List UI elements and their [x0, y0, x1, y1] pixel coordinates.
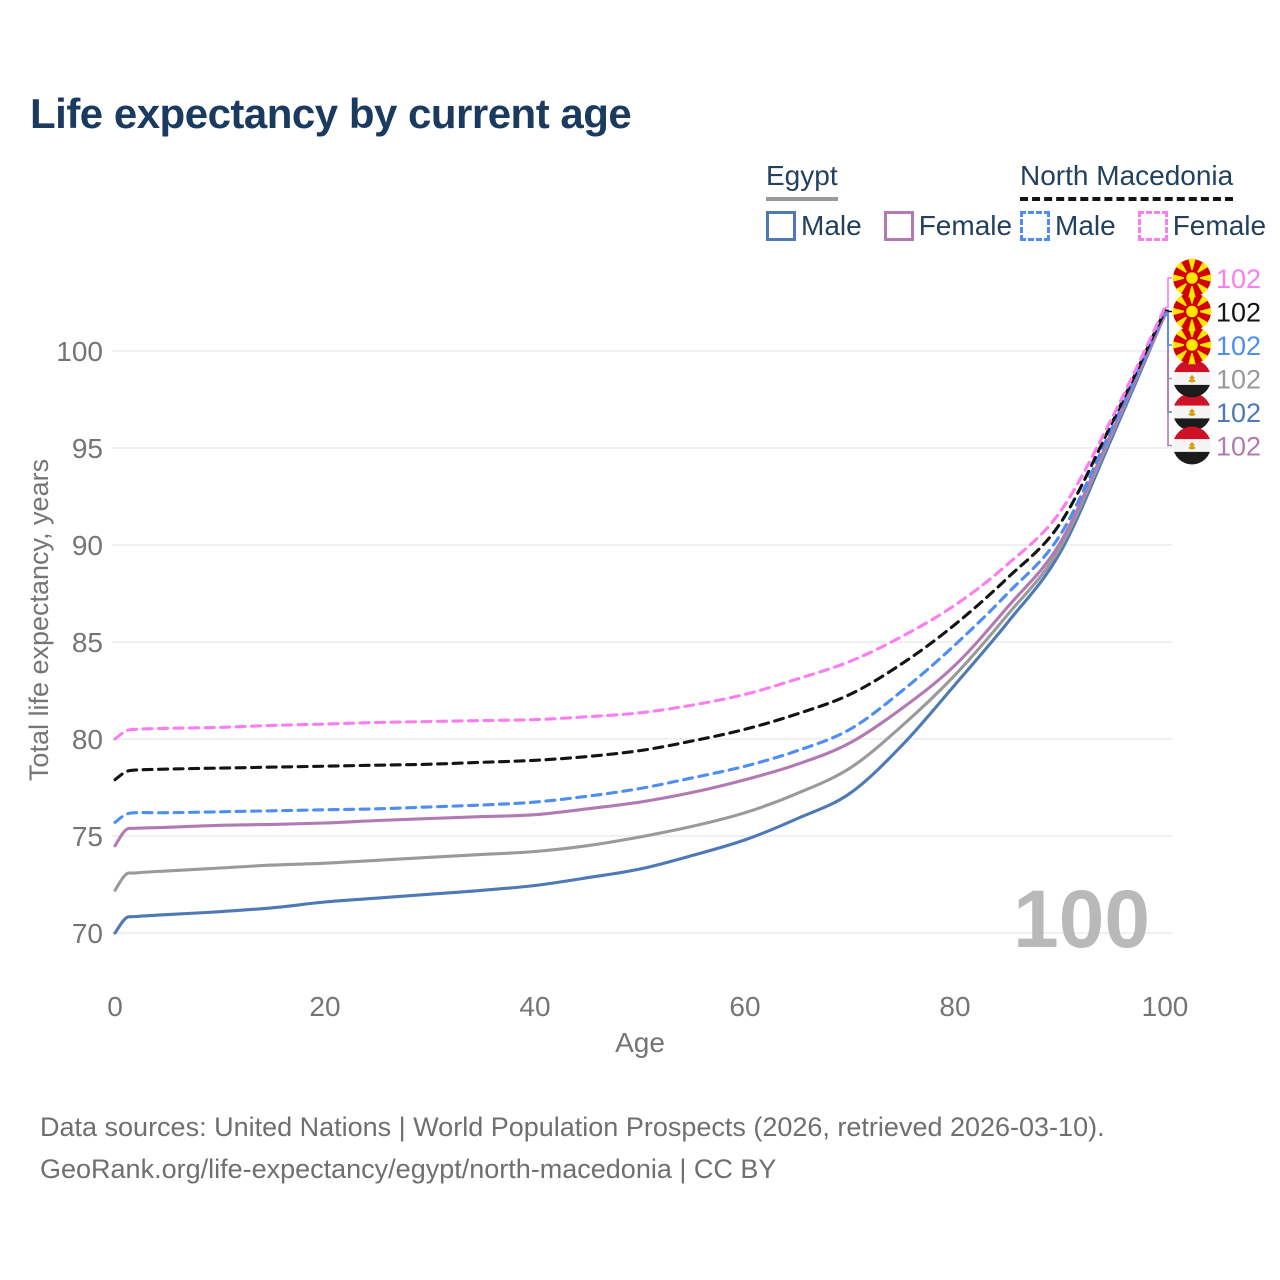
- y-axis-title: Total life expectancy, years: [24, 459, 54, 781]
- legend-item-egypt-male[interactable]: Male: [766, 210, 862, 242]
- age-watermark: 100: [1013, 874, 1150, 965]
- x-tick-label: 20: [309, 991, 340, 1022]
- flag-north-macedonia-icon: [1172, 258, 1212, 298]
- leader-line-north-macedonia-both: [1165, 309, 1172, 313]
- x-tick-label: 100: [1142, 991, 1189, 1022]
- leader-line-egypt-female: [1165, 314, 1172, 447]
- leader-line-north-macedonia-male: [1165, 311, 1172, 346]
- legend-item-label: Male: [1055, 210, 1116, 241]
- leader-line-north-macedonia-female: [1165, 277, 1172, 309]
- legend-group-north-macedonia: North Macedonia Male Female: [1020, 160, 1266, 242]
- footer-source-line: Data sources: United Nations | World Pop…: [40, 1112, 1105, 1142]
- legend-swatch-north-macedonia-male: [1020, 211, 1050, 241]
- legend-swatch-egypt-male: [766, 211, 796, 241]
- legend-swatch-north-macedonia-female: [1137, 211, 1168, 241]
- flag-egypt-icon: [1173, 359, 1211, 398]
- legend-item-label: Female: [918, 210, 1013, 241]
- flag-north-macedonia-icon: [1172, 325, 1212, 365]
- legend-item-egypt-female[interactable]: Female: [883, 210, 1013, 242]
- page-title: Life expectancy by current age: [30, 90, 632, 137]
- legend-country-label-egypt: Egypt: [766, 160, 838, 201]
- end-label-north-macedonia-female: 102: [1216, 264, 1261, 294]
- footer-url-line: GeoRank.org/life-expectancy/egypt/north-…: [40, 1154, 777, 1184]
- x-tick-label: 0: [107, 991, 123, 1022]
- y-tick-label: 70: [72, 918, 103, 949]
- series-line-north-macedonia-female[interactable]: [113, 305, 1167, 741]
- series-line-north-macedonia-both[interactable]: [113, 308, 1167, 782]
- legend-item-label: Male: [801, 210, 862, 241]
- legend-item-label: Female: [1172, 210, 1267, 241]
- flag-north-macedonia-icon: [1172, 292, 1212, 331]
- legend-swatch-egypt-female: [883, 211, 914, 241]
- legend-items-egypt: Male Female: [766, 210, 1012, 242]
- end-label-egypt-female: 102: [1216, 432, 1261, 462]
- legend-group-egypt: Egypt Male Female: [766, 160, 1012, 242]
- legend-item-north-macedonia-female[interactable]: Female: [1137, 210, 1267, 242]
- y-tick-label: 85: [72, 627, 103, 658]
- legend-country-label-north-macedonia: North Macedonia: [1020, 160, 1234, 201]
- y-tick-label: 75: [72, 821, 103, 852]
- end-label-egypt-male: 102: [1216, 398, 1261, 428]
- flag-egypt-icon: [1173, 393, 1211, 431]
- x-axis-title: Age: [615, 1027, 665, 1058]
- legend-items-north-macedonia: Male Female: [1020, 210, 1266, 242]
- x-tick-label: 40: [519, 991, 550, 1022]
- legend-item-north-macedonia-male[interactable]: Male: [1020, 210, 1116, 242]
- end-label-north-macedonia-both: 102: [1216, 298, 1261, 328]
- flag-egypt-icon: [1173, 426, 1211, 465]
- y-tick-label: 95: [72, 433, 103, 464]
- legend: Egypt Male Female North Macedonia Male: [0, 160, 1280, 242]
- series-line-egypt-both[interactable]: [113, 311, 1167, 892]
- y-tick-label: 100: [56, 336, 103, 367]
- end-label-north-macedonia-male: 102: [1216, 331, 1261, 361]
- series-line-egypt-male[interactable]: [113, 312, 1167, 935]
- y-tick-label: 80: [72, 724, 103, 755]
- end-label-egypt-both: 102: [1216, 365, 1261, 395]
- x-tick-label: 80: [939, 991, 970, 1022]
- series-line-egypt-female[interactable]: [113, 313, 1167, 848]
- y-tick-label: 90: [72, 530, 103, 561]
- series-line-north-macedonia-male[interactable]: [113, 310, 1167, 824]
- x-tick-label: 60: [729, 991, 760, 1022]
- footer: Data sources: United Nations | World Pop…: [40, 1106, 1105, 1190]
